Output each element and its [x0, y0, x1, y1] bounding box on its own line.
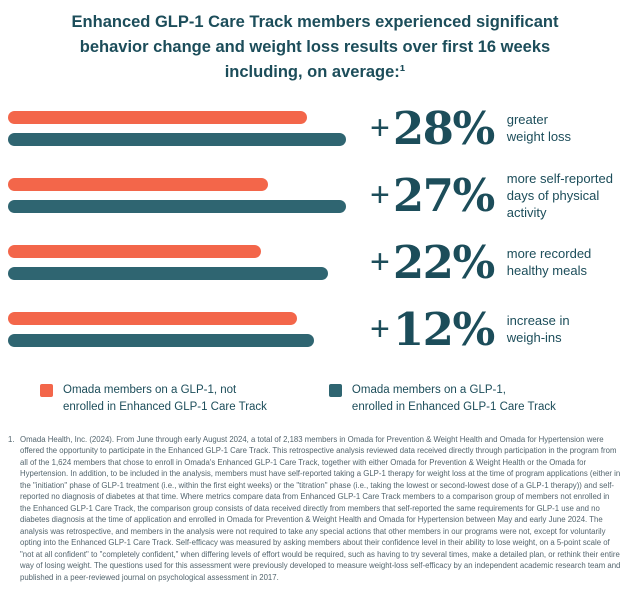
page-title: Enhanced GLP-1 Care Track members experi… [0, 0, 630, 84]
legend-swatch-orange [40, 384, 53, 398]
footnote: 1. Omada Health, Inc. (2024). From June … [8, 434, 622, 584]
legend: Omada members on a GLP-1, not enrolled i… [40, 382, 630, 415]
title-line-3: including, on average:¹ [224, 62, 406, 81]
title-line-1: Enhanced GLP-1 Care Track members experi… [71, 13, 559, 31]
stat: + 22% more recorded healthy meals [370, 240, 591, 285]
plus-sign: + [370, 109, 390, 148]
bar-group [8, 311, 360, 347]
stat-label: increase in weigh-ins [506, 313, 570, 346]
legend-label: Omada members on a GLP-1, not enrolled i… [63, 384, 267, 413]
bar-enrolled [8, 266, 329, 280]
legend-item-enrolled: Omada members on a GLP-1, enrolled in En… [328, 382, 556, 415]
stat: + 27% more self-reported days of physica… [370, 170, 613, 221]
bar-not-enrolled [8, 110, 308, 124]
stat: + 28% greater weight loss [370, 106, 571, 151]
stat-value: 22% [392, 235, 495, 289]
footnote-text: Omada Health, Inc. (2024). From June thr… [20, 434, 621, 582]
bar-group [8, 177, 360, 213]
bar-enrolled [8, 199, 346, 213]
bar-group [8, 110, 360, 146]
chart-row-weigh-ins: + 12% increase in weigh-ins [8, 298, 630, 360]
plus-sign: + [370, 176, 390, 215]
legend-item-not-enrolled: Omada members on a GLP-1, not enrolled i… [40, 382, 267, 415]
bar-not-enrolled [8, 177, 269, 191]
footnote-marker: 1. [8, 434, 15, 444]
chart-row-physical-activity: + 27% more self-reported days of physica… [8, 164, 630, 226]
bar-not-enrolled [8, 244, 262, 258]
bar-chart: + 28% greater weight loss + 27% more sel… [8, 97, 630, 360]
stat-label: greater weight loss [506, 112, 572, 145]
bar-group [8, 244, 360, 280]
stat-label: more recorded healthy meals [506, 246, 592, 279]
legend-label: Omada members on a GLP-1, enrolled in En… [351, 384, 556, 413]
chart-row-healthy-meals: + 22% more recorded healthy meals [8, 231, 630, 293]
bar-enrolled [8, 333, 315, 347]
bar-not-enrolled [8, 311, 297, 325]
legend-swatch-teal [328, 384, 342, 398]
bar-enrolled [8, 132, 346, 146]
plus-sign: + [370, 243, 390, 282]
stat: + 12% increase in weigh-ins [370, 307, 570, 352]
stat-value: 27% [392, 168, 495, 222]
plus-sign: + [370, 310, 390, 349]
stat-value: 28% [392, 101, 495, 155]
stat-value: 12% [392, 302, 495, 356]
chart-row-weight-loss: + 28% greater weight loss [8, 97, 630, 159]
title-line-2: behavior change and weight loss results … [79, 37, 551, 56]
stat-label: more self-reported days of physical acti… [506, 170, 613, 220]
